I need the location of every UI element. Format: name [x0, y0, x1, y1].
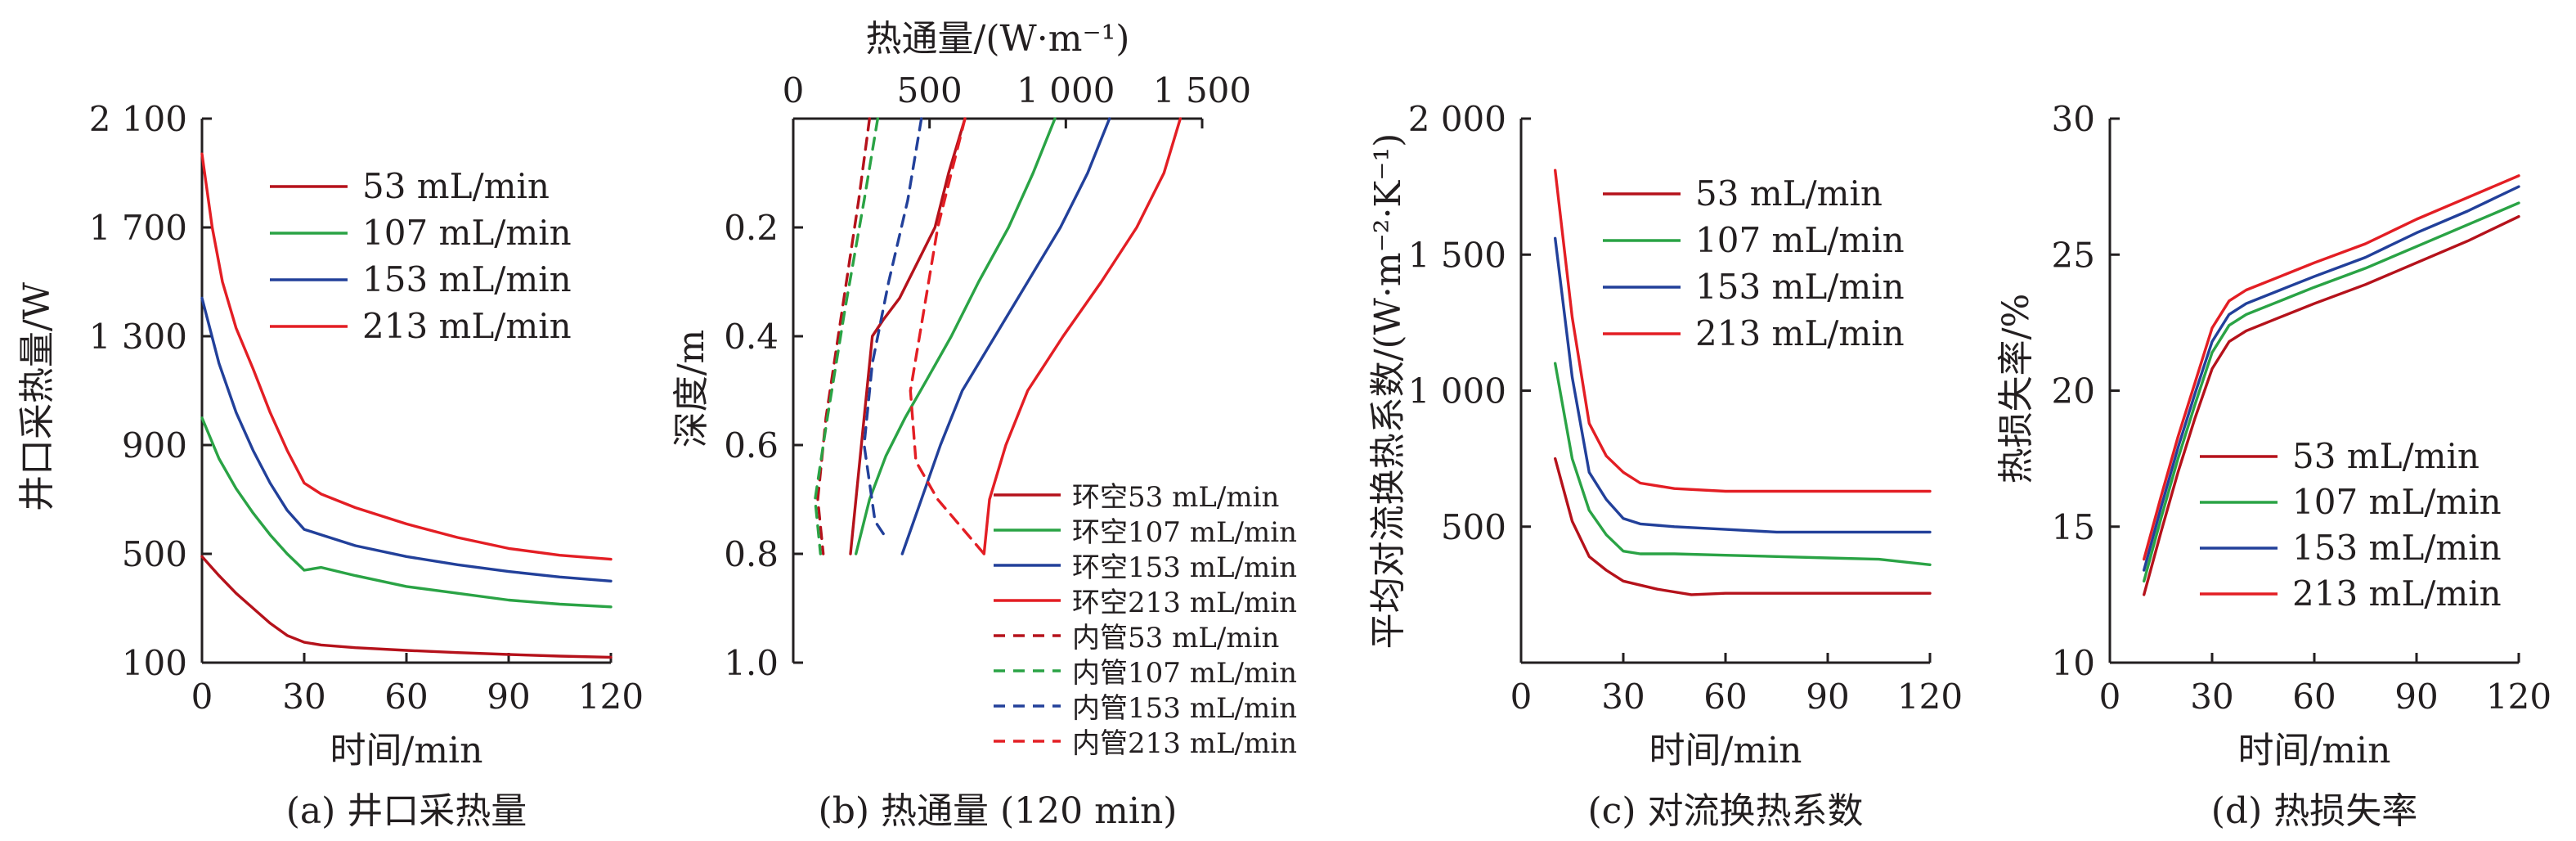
legend-label: 内管153 mL/min — [1072, 692, 1297, 725]
x-tick-label: 90 — [1806, 677, 1849, 717]
x-tick-label: 0 — [191, 677, 213, 717]
x-tick-label: 0 — [1510, 677, 1533, 717]
panel-c-convection-coefficient: 平均对流换热系数/(W·m⁻²·K⁻¹) 时间/min (c) 对流换热系数 0… — [1367, 99, 1963, 832]
y-tick-label: 25 — [2052, 235, 2095, 275]
y-tick-label: 20 — [2052, 371, 2095, 412]
legend-label: 153 mL/min — [362, 259, 572, 299]
y-tick-label: 500 — [122, 534, 187, 574]
legend-label: 53 mL/min — [1695, 173, 1883, 214]
panel-d-ylabel: 热损失率/% — [1995, 294, 2037, 484]
y-tick-label: 1 500 — [1408, 235, 1506, 275]
legend-label: 107 mL/min — [2292, 482, 2502, 522]
series-line — [982, 117, 1183, 555]
series-line — [2142, 201, 2520, 582]
y-tick-label: 30 — [2052, 99, 2095, 139]
panel-b-xlabel: 热通量/(W·m⁻¹) — [866, 18, 1130, 60]
series-line — [200, 416, 613, 609]
series-line — [1553, 362, 1932, 566]
x-tick-label: 120 — [578, 677, 644, 717]
legend: 53 mL/min 107 mL/min 153 mL/min 213 mL/min — [2200, 436, 2502, 614]
x-tick-label: 120 — [2486, 677, 2551, 717]
legend-label: 107 mL/min — [1695, 220, 1905, 260]
panel-c-ylabel: 平均对流换热系数/(W·m⁻²·K⁻¹) — [1367, 133, 1409, 650]
series-line — [816, 117, 872, 555]
panel-a-xlabel: 时间/min — [330, 730, 483, 771]
x-tick-label: 0 — [783, 70, 805, 110]
panel-b-ylabel: 深度/m — [671, 330, 712, 448]
y-tick-label: 1 700 — [89, 208, 187, 248]
series-line — [2142, 185, 2520, 572]
x-tick-label: 30 — [282, 677, 325, 717]
x-tick-label: 90 — [487, 677, 530, 717]
panel-b-caption: (b) 热通量 (120 min) — [819, 790, 1178, 832]
x-tick-label: 30 — [1601, 677, 1645, 717]
panel-a-ylabel: 井口采热量/W — [16, 281, 58, 511]
legend-label: 213 mL/min — [362, 306, 572, 346]
panel-d-heat-loss-rate: 热损失率/% 时间/min (d) 热损失率 0 30 60 90 120 10 15 20 2… — [1995, 99, 2551, 832]
x-tick-label: 0 — [2099, 677, 2121, 717]
legend-label: 53 mL/min — [362, 166, 550, 206]
y-tick-label: 2 100 — [89, 99, 187, 139]
legend-label: 53 mL/min — [2292, 436, 2480, 476]
panel-b-heat-flux: 深度/m 热通量/(W·m⁻¹) (b) 热通量 (120 min) 0 500 1… — [671, 18, 1297, 832]
y-tick-label: 0.6 — [724, 425, 779, 465]
x-tick-label: 1 500 — [1153, 70, 1251, 110]
x-tick-label: 500 — [897, 70, 963, 110]
y-tick-label: 0.2 — [724, 208, 779, 248]
legend-label: 环空153 mL/min — [1072, 551, 1297, 584]
panel-d-caption: (d) 热损失率 — [2211, 790, 2417, 832]
x-tick-label: 30 — [2190, 677, 2233, 717]
panel-c-xlabel: 时间/min — [1649, 730, 1802, 771]
panel-c-caption: (c) 对流换热系数 — [1588, 790, 1864, 832]
legend: 53 mL/min 107 mL/min 153 mL/min 213 mL/min — [270, 166, 572, 346]
legend-label: 153 mL/min — [1695, 267, 1905, 307]
series-line — [200, 296, 613, 582]
series-line — [200, 152, 613, 561]
legend-label: 环空53 mL/min — [1072, 481, 1279, 514]
y-tick-label: 1.0 — [724, 643, 779, 683]
panel-d-xlabel: 时间/min — [2238, 730, 2391, 771]
x-tick-label: 90 — [2394, 677, 2438, 717]
series-line — [2142, 215, 2520, 596]
legend-label: 107 mL/min — [362, 213, 572, 253]
y-tick-label: 500 — [1441, 507, 1506, 547]
legend-label: 环空107 mL/min — [1072, 516, 1297, 549]
series-line — [849, 117, 967, 555]
legend-label: 153 mL/min — [2292, 528, 2502, 568]
x-tick-label: 60 — [1703, 677, 1747, 717]
legend-label: 环空213 mL/min — [1072, 587, 1297, 619]
y-tick-label: 10 — [2052, 643, 2095, 683]
series-line — [862, 117, 923, 539]
legend-label: 213 mL/min — [1695, 313, 1905, 353]
legend-label: 内管107 mL/min — [1072, 657, 1297, 690]
y-tick-label: 2 000 — [1408, 99, 1506, 139]
y-tick-label: 100 — [122, 643, 187, 683]
x-tick-label: 60 — [2292, 677, 2336, 717]
legend: 53 mL/min 107 mL/min 153 mL/min 213 mL/min — [1603, 173, 1905, 353]
series-line — [854, 117, 1057, 555]
y-tick-label: 0.8 — [724, 534, 779, 574]
panel-a-heat-extraction: 井口采热量/W 时间/min (a) 井口采热量 0 30 60 90 120 100 50… — [16, 99, 644, 832]
series-line — [814, 117, 880, 555]
series-line — [1553, 169, 1932, 493]
series-line — [2142, 174, 2520, 561]
y-tick-label: 1 300 — [89, 317, 187, 357]
y-tick-label: 1 000 — [1408, 371, 1506, 412]
series-line — [1553, 456, 1932, 596]
x-tick-label: 120 — [1897, 677, 1963, 717]
y-tick-label: 0.4 — [724, 317, 779, 357]
x-tick-label: 60 — [384, 677, 428, 717]
series-line — [909, 117, 986, 555]
y-tick-label: 15 — [2052, 507, 2095, 547]
panel-a-caption: (a) 井口采热量 — [286, 790, 527, 832]
legend-label: 内管53 mL/min — [1072, 622, 1279, 654]
legend-label: 内管213 mL/min — [1072, 727, 1297, 760]
series-line — [1553, 236, 1932, 534]
x-tick-label: 1 000 — [1016, 70, 1115, 110]
y-tick-label: 900 — [122, 425, 187, 465]
legend-label: 213 mL/min — [2292, 573, 2502, 614]
series-line — [200, 555, 613, 659]
